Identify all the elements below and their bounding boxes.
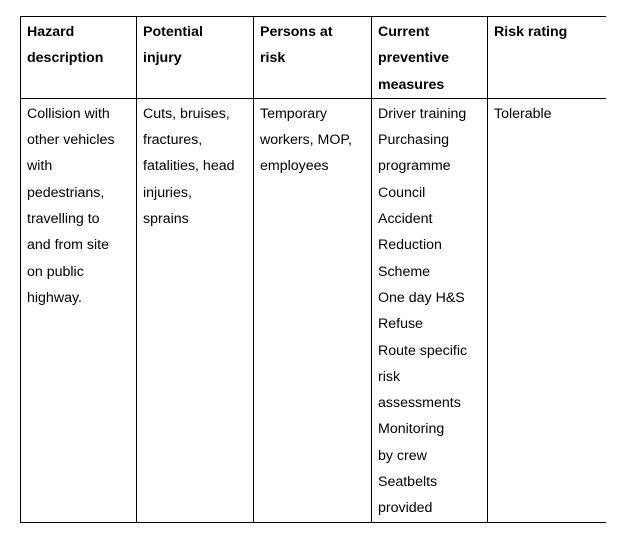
cell-current-preventive-measures: Driver training Purchasing programme Cou… bbox=[371, 97, 488, 523]
header-risk-rating: Risk rating bbox=[487, 16, 606, 99]
cell-risk-rating: Tolerable bbox=[487, 97, 606, 523]
cell-potential-injury: Cuts, bruises, fractures, fatalities, he… bbox=[136, 97, 254, 523]
header-current-preventive-measures: Current preventive measures bbox=[371, 16, 488, 99]
cell-persons-at-risk: Temporary workers, MOP, employees bbox=[253, 97, 372, 523]
risk-assessment-table: Hazard description Potential injury Pers… bbox=[20, 16, 606, 523]
cell-hazard-description: Collision with other vehicles with pedes… bbox=[20, 97, 137, 523]
header-persons-at-risk: Persons at risk bbox=[253, 16, 372, 99]
header-potential-injury: Potential injury bbox=[136, 16, 254, 99]
table-header-row: Hazard description Potential injury Pers… bbox=[20, 16, 606, 99]
header-hazard-description: Hazard description bbox=[20, 16, 137, 99]
table-row: Collision with other vehicles with pedes… bbox=[20, 97, 606, 523]
